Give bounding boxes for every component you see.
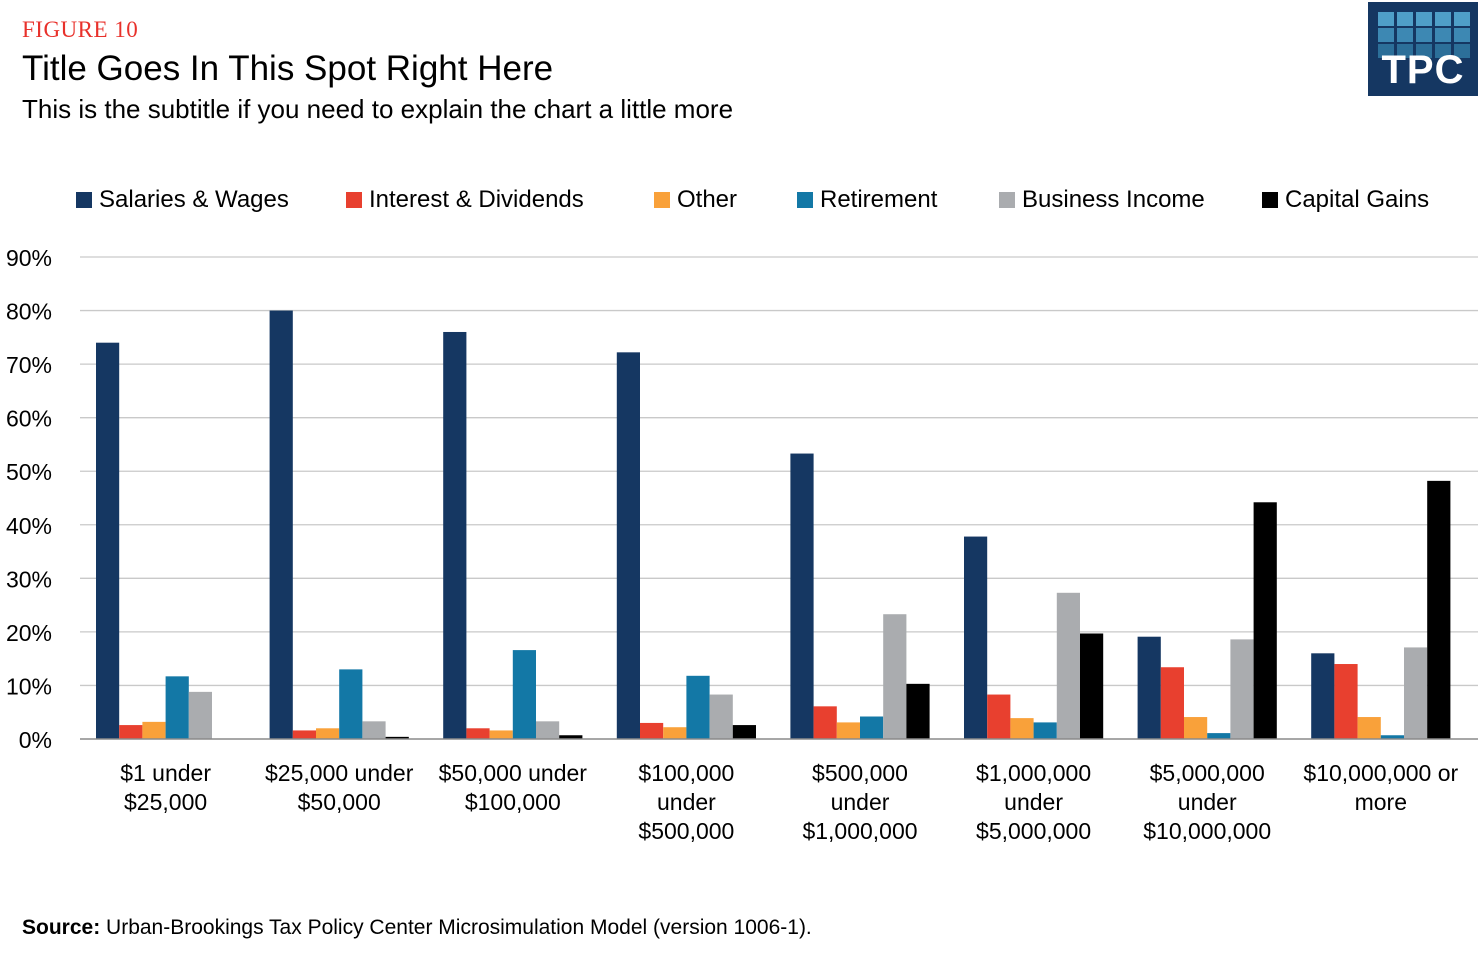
source-text: Urban-Brookings Tax Policy Center Micros… [106,916,812,939]
x-tick-label-line: under [657,789,716,815]
x-tick-label-line: $5,000,000 [976,818,1091,844]
bar [316,728,339,739]
bar [166,676,189,739]
bar [1230,639,1253,739]
bar [536,721,559,739]
x-tick-label-line: $10,000,000 [1143,818,1271,844]
bar [814,706,837,739]
x-tick-label-line: $100,000 [465,789,561,815]
y-tick-label: 20% [6,620,52,646]
bar [293,730,316,739]
bar [270,311,293,739]
x-tick-label: $25,000 under $50,000 [265,760,414,815]
bar [686,676,709,739]
x-tick-label-line: $25,000 under [265,760,414,786]
x-tick-label-line: $50,000 under [439,760,588,786]
x-tick-label-line: more [1355,789,1407,815]
bar [617,352,640,739]
source-label: Source: [22,916,100,939]
bar [466,728,489,739]
x-tick-label-line: $100,000 [638,760,734,786]
y-tick-label: 40% [6,513,52,539]
x-tick-label-line: $500,000 [812,760,908,786]
bar [1254,502,1277,739]
x-axis-tick-labels: $1 under $25,000 $25,000 under $50,000 $50,0… [120,760,1458,844]
bar [710,695,733,739]
bar [790,454,813,739]
x-tick-label: $1,000,000 under $5,000,000 [976,760,1091,844]
bar [640,723,663,739]
x-tick-label-line: $1,000,000 [802,818,917,844]
bar [119,725,142,739]
y-tick-label: 0% [19,727,52,753]
x-tick-label: $500,000 under $1,000,000 [802,760,917,844]
source-note: Source: Urban-Brookings Tax Policy Cente… [22,916,812,939]
bar [883,614,906,739]
bar [663,727,686,739]
x-tick-label: $5,000,000 under $10,000,000 [1143,760,1271,844]
y-tick-label: 90% [6,245,52,271]
x-tick-label-line: $1,000,000 [976,760,1091,786]
bar [837,722,860,739]
x-tick-label: $100,000 under $500,000 [638,760,734,844]
bar [362,721,385,739]
bar [189,692,212,739]
bar [987,695,1010,739]
x-tick-label-line: $10,000,000 or [1303,760,1458,786]
y-tick-label: 80% [6,299,52,325]
bar-chart: 0% 10% 20% 30% 40% 50% 60% 70% 80% 90% $1 under $2… [0,0,1478,900]
bar [443,332,466,739]
bar [1404,647,1427,739]
bar [1358,717,1381,739]
bar [96,343,119,739]
bar [1311,653,1334,739]
x-tick-label: $50,000 under $100,000 [439,760,588,815]
bar [906,684,929,739]
bar [513,650,536,739]
y-tick-label: 30% [6,566,52,592]
bar [142,722,165,739]
y-tick-label: 60% [6,406,52,432]
y-axis-ticks: 0% 10% 20% 30% 40% 50% 60% 70% 80% 90% [6,245,52,753]
bar [860,717,883,739]
x-tick-label-line: under [831,789,890,815]
x-tick-label-line: $1 under [120,760,211,786]
bar [1427,481,1450,739]
x-tick-label-line: $25,000 [124,789,207,815]
bar [339,669,362,739]
bar [1334,664,1357,739]
x-tick-label-line: under [1004,789,1063,815]
bar [1080,633,1103,739]
bar [1010,718,1033,739]
bar [964,537,987,739]
y-tick-label: 10% [6,673,52,699]
x-tick-label-line: $500,000 [638,818,734,844]
x-tick-label: $10,000,000 or more [1303,760,1458,815]
x-tick-label-line: under [1178,789,1237,815]
x-tick-label-line: $50,000 [298,789,381,815]
y-tick-label: 50% [6,459,52,485]
bar [1161,667,1184,739]
bar [733,725,756,739]
bar [1057,593,1080,739]
x-tick-label: $1 under $25,000 [120,760,211,815]
bar [1207,733,1230,739]
bar [1138,637,1161,739]
bar [1034,722,1057,739]
bar [1184,717,1207,739]
bar [490,730,513,739]
x-tick-label-line: $5,000,000 [1150,760,1265,786]
y-tick-label: 70% [6,352,52,378]
